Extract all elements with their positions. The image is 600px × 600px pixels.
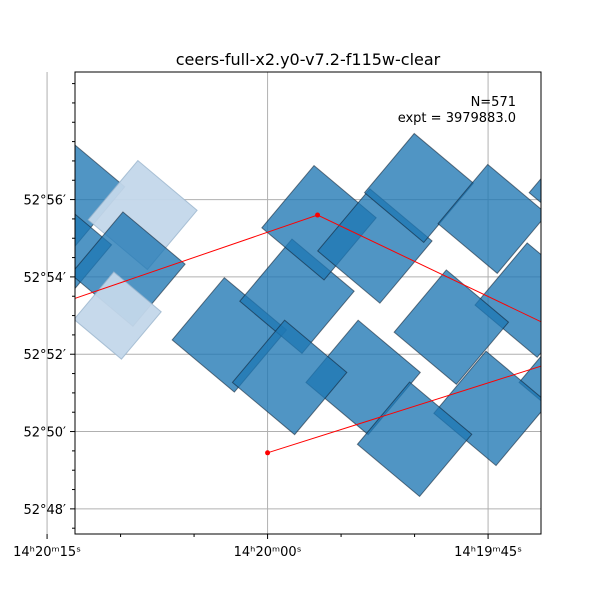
detector-footprint <box>231 319 348 436</box>
detector-footprint <box>556 235 600 349</box>
track-point <box>594 346 599 351</box>
y-tick-label: 52°50′ <box>23 426 66 441</box>
detector-footprint <box>437 163 541 275</box>
detector-footprint <box>528 132 541 244</box>
detector-footprint <box>0 258 73 334</box>
axis-ticks: 14ʰ20ᵐ30ˢ14ʰ20ᵐ15ˢ14ʰ20ᵐ00ˢ14ʰ19ᵐ45ˢ14ʰ1… <box>13 83 522 560</box>
footprint-layer <box>0 132 600 525</box>
track-point <box>265 450 271 456</box>
chart-title: ceers-full-x2.y0-v7.2-f115w-clear <box>176 50 441 69</box>
scan-track <box>75 212 599 456</box>
x-tick-label: 14ʰ20ᵐ15ˢ <box>13 545 81 560</box>
x-tick-label: 14ʰ20ᵐ00ˢ <box>234 545 302 560</box>
track-point <box>315 212 321 218</box>
y-tick-label: 52°56′ <box>23 194 66 209</box>
y-tick-label: 52°48′ <box>23 503 66 518</box>
count-annotation: N=571 <box>471 95 516 110</box>
x-tick-label: 14ʰ19ᵐ45ˢ <box>454 545 522 560</box>
y-tick-label: 52°52′ <box>23 348 66 363</box>
axes-frame <box>74 71 542 535</box>
detector-footprint <box>75 271 162 360</box>
detector-footprint <box>0 154 48 268</box>
detector-footprint <box>393 269 510 386</box>
detector-footprint <box>356 381 473 498</box>
detector-footprint <box>563 416 600 525</box>
exposure-annotation: expt = 3979883.0 <box>398 111 516 126</box>
y-tick-label: 52°54′ <box>23 271 66 286</box>
track-line <box>75 214 541 454</box>
